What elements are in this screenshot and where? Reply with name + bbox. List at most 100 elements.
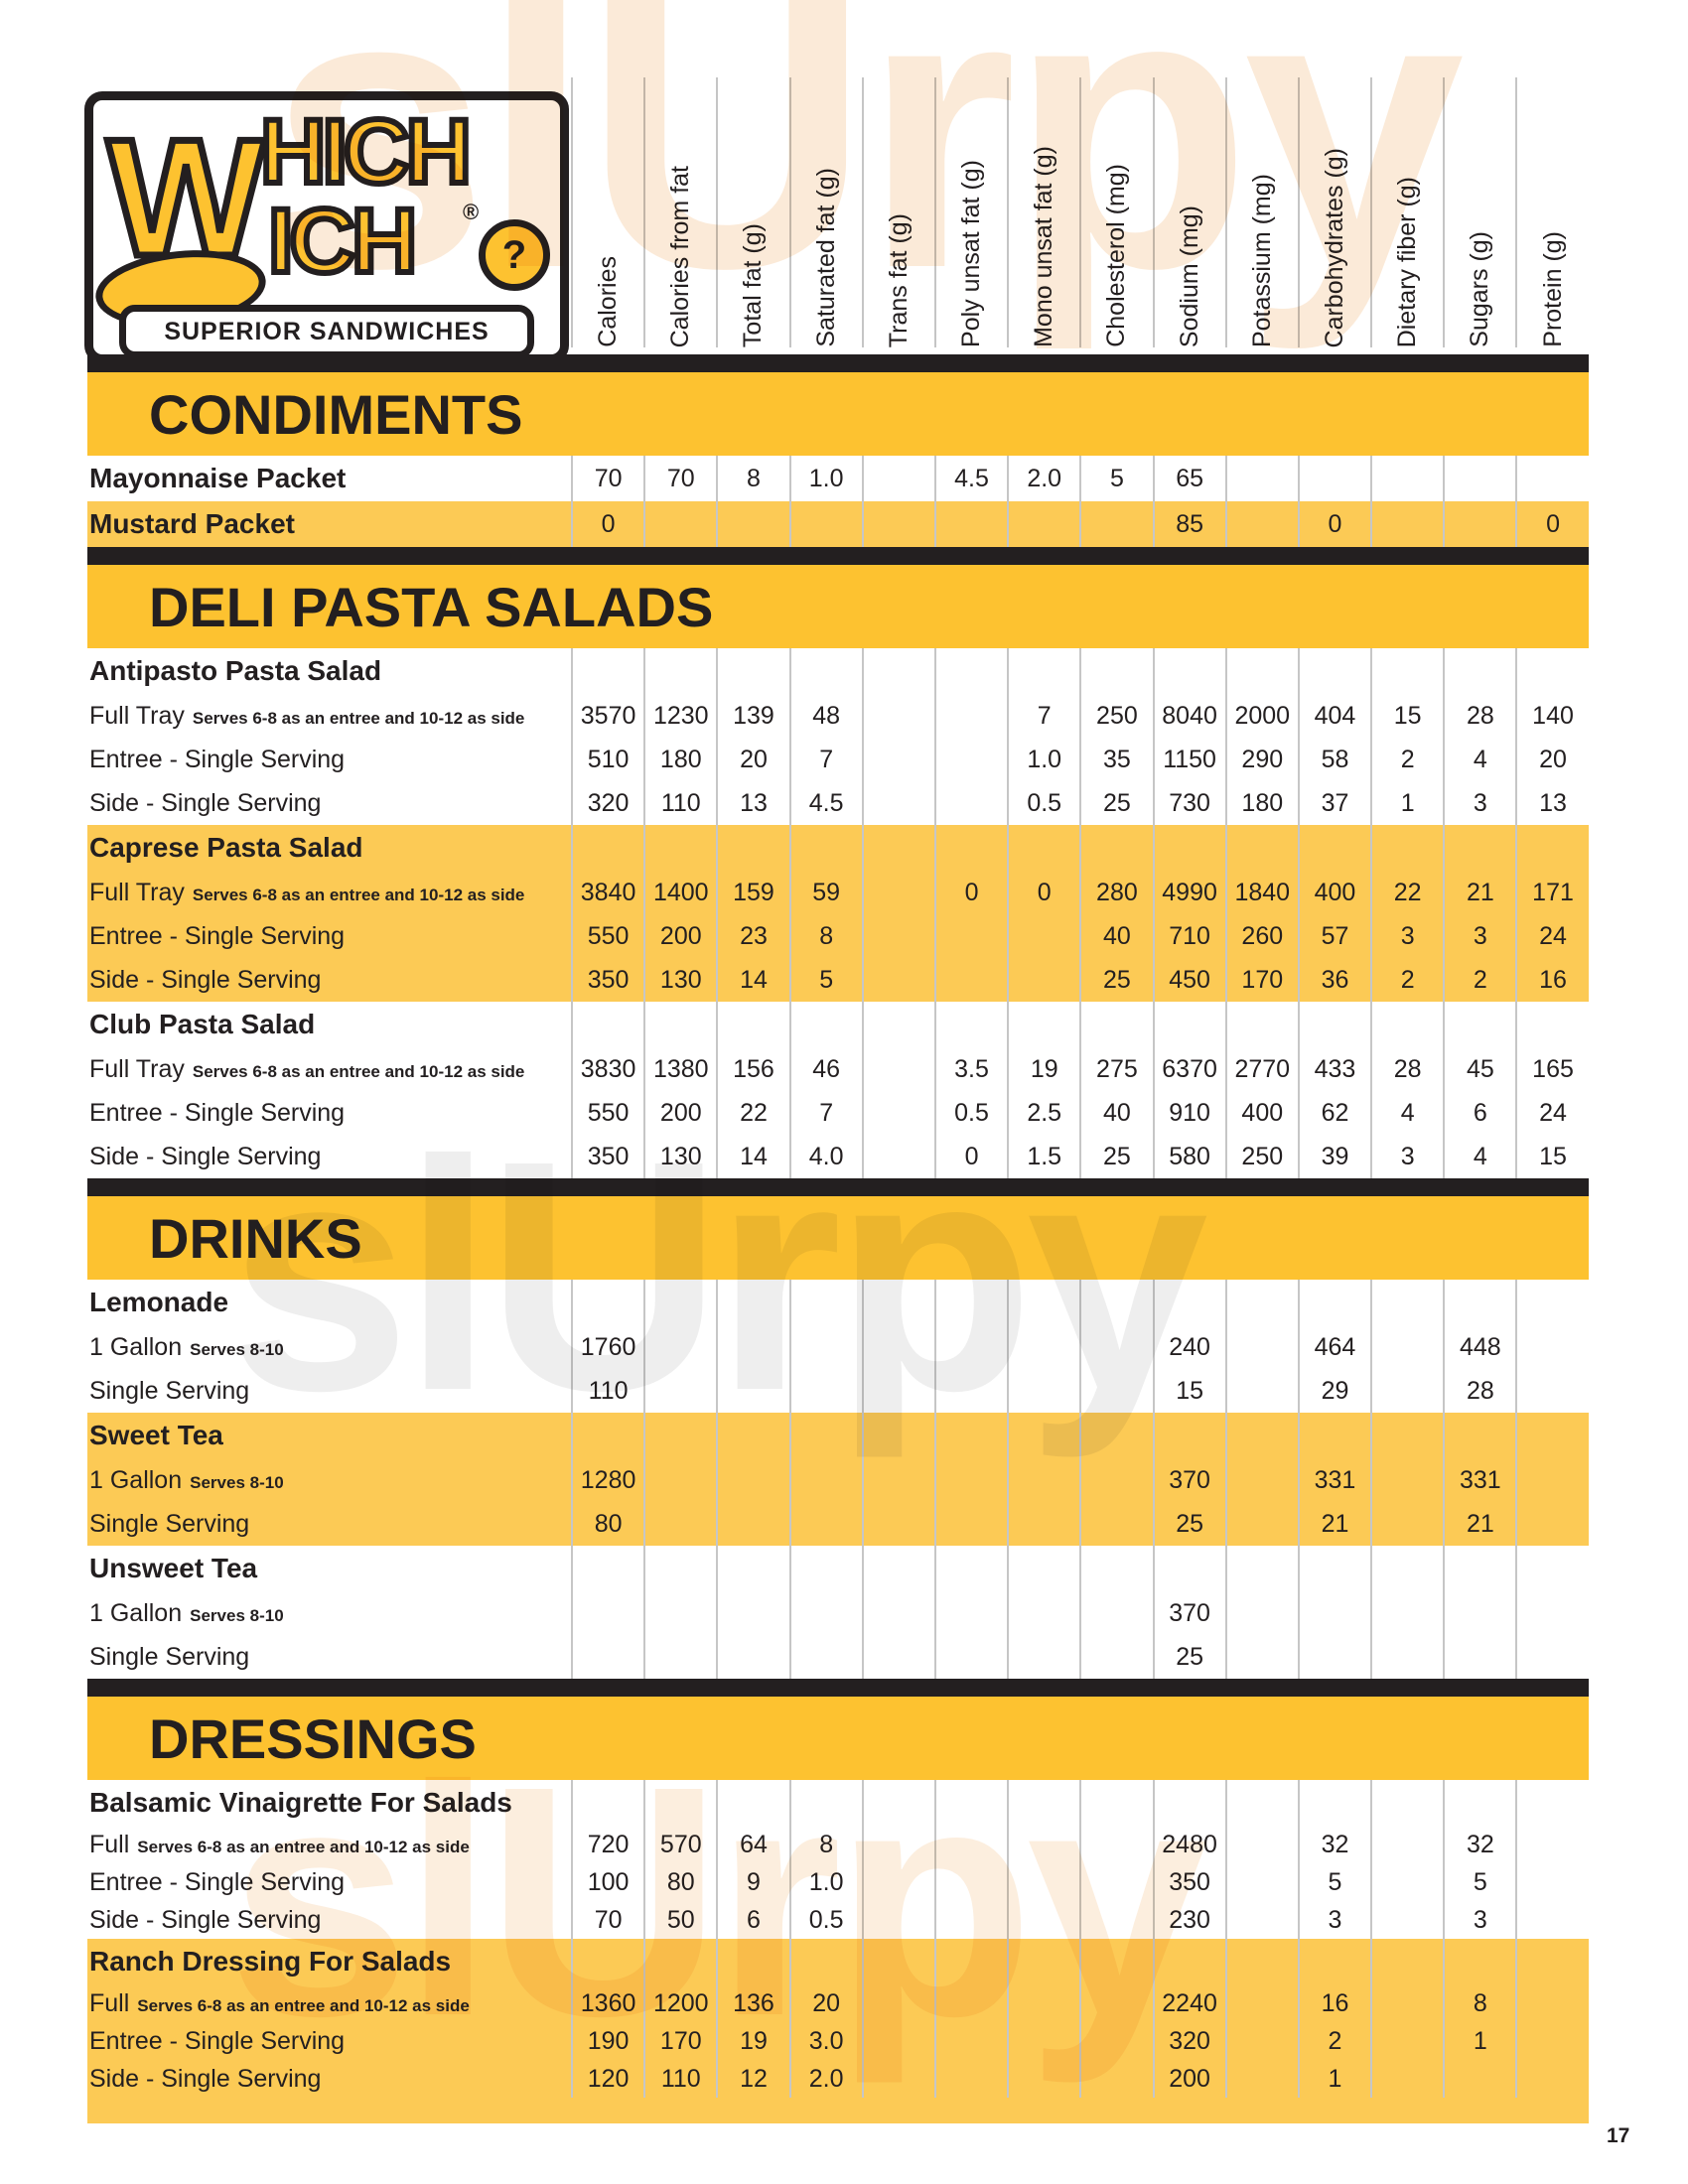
value-cell: 280 bbox=[1079, 871, 1152, 914]
column-header-cell: Sugars (g) bbox=[1443, 77, 1515, 347]
column-header-label: Sodium (mg) bbox=[1175, 205, 1203, 347]
serving-label-wrap: Full Tray Serves 6-8 as an entree and 10-… bbox=[89, 702, 524, 731]
value-cell: 110 bbox=[643, 781, 716, 825]
serving-label: Entree - Single Serving bbox=[89, 1098, 346, 1127]
serving-note: Serves 6-8 as an entree and 10-12 as sid… bbox=[137, 1995, 470, 2015]
value-cell bbox=[1079, 2060, 1152, 2098]
value-cell: 320 bbox=[571, 781, 643, 825]
value-cell bbox=[1007, 1413, 1079, 1458]
value-cell: 3.0 bbox=[788, 2022, 862, 2060]
value-cell bbox=[1224, 1591, 1298, 1635]
value-cell bbox=[1079, 648, 1152, 694]
item-name-row: Mayonnaise Packet 70 70 8 1.0 4.5 2.0 5 65 bbox=[87, 456, 1589, 501]
value-cell bbox=[1443, 1280, 1515, 1325]
value-cell bbox=[1007, 1901, 1079, 1939]
value-cell: 730 bbox=[1152, 781, 1225, 825]
value-cell bbox=[1007, 648, 1079, 694]
value-cell: 331 bbox=[1443, 1458, 1515, 1502]
value-cell bbox=[1224, 825, 1298, 871]
value-cell bbox=[1007, 1984, 1079, 2022]
registered-mark: ® bbox=[463, 200, 480, 224]
row-label-cell: Antipasto Pasta Salad bbox=[87, 648, 571, 694]
value-cell bbox=[1515, 1780, 1588, 1826]
value-cell bbox=[1224, 1546, 1298, 1591]
value-cell: 29 bbox=[1297, 1369, 1370, 1413]
serving-label: Side - Single Serving bbox=[89, 788, 322, 817]
value-cell bbox=[643, 1458, 716, 1502]
value-cell: 32 bbox=[1443, 1826, 1515, 1863]
value-cell: 1 bbox=[1443, 2022, 1515, 2060]
item-name: Ranch Dressing For Salads bbox=[89, 1946, 452, 1977]
value-cell bbox=[571, 648, 643, 694]
row-label-cell: Entree - Single Serving bbox=[87, 1863, 571, 1901]
value-cell bbox=[1079, 1826, 1152, 1863]
nutrition-row: Side - Single Serving 70 50 6 0.5 230 3 3 bbox=[87, 1901, 1589, 1939]
value-cell: 570 bbox=[643, 1826, 716, 1863]
value-cell bbox=[861, 781, 934, 825]
value-cell bbox=[1007, 1002, 1079, 1047]
value-cell: 3 bbox=[1443, 781, 1515, 825]
value-cell: 8 bbox=[716, 456, 788, 501]
row-label-cell: 1 Gallon Serves 8-10 bbox=[87, 1591, 571, 1635]
nutrition-row: Single Serving 80 25 21 21 bbox=[87, 1502, 1589, 1546]
value-cell bbox=[716, 1635, 788, 1679]
value-cell bbox=[643, 1546, 716, 1591]
value-cell bbox=[1370, 1280, 1443, 1325]
nutrition-table: CONDIMENTS Mayonnaise Packet 70 70 8 1.0 4.5 2.… bbox=[87, 354, 1589, 2123]
value-cell: 110 bbox=[571, 1369, 643, 1413]
value-cell bbox=[1443, 1780, 1515, 1826]
value-cell bbox=[1297, 1546, 1370, 1591]
value-cell: 28 bbox=[1443, 694, 1515, 738]
value-cell bbox=[1370, 1502, 1443, 1546]
column-header-label: Protein (g) bbox=[1538, 231, 1567, 347]
value-cell: 0.5 bbox=[788, 1901, 862, 1939]
value-cell bbox=[1079, 1502, 1152, 1546]
serving-note: Serves 6-8 as an entree and 10-12 as sid… bbox=[192, 1061, 525, 1081]
value-cell: 4 bbox=[1443, 1135, 1515, 1178]
value-cell bbox=[861, 1413, 934, 1458]
value-cell bbox=[861, 1984, 934, 2022]
value-cell bbox=[933, 1458, 1007, 1502]
value-cell bbox=[1297, 1413, 1370, 1458]
value-cell: 404 bbox=[1297, 694, 1370, 738]
value-cell: 16 bbox=[1297, 1984, 1370, 2022]
page-number: 17 bbox=[1607, 2124, 1630, 2147]
value-cell bbox=[1370, 1546, 1443, 1591]
serving-label: Full bbox=[89, 1830, 130, 1858]
value-cell bbox=[788, 1413, 862, 1458]
row-label-cell: 1 Gallon Serves 8-10 bbox=[87, 1458, 571, 1502]
item-name: Mustard Packet bbox=[89, 508, 295, 539]
value-cell bbox=[571, 1939, 643, 1984]
value-cell bbox=[1370, 456, 1443, 501]
value-cell bbox=[1443, 1939, 1515, 1984]
value-cell: 910 bbox=[1152, 1091, 1225, 1135]
value-cell bbox=[1370, 1458, 1443, 1502]
serving-label-wrap: Full Serves 6-8 as an entree and 10-12 as… bbox=[89, 1989, 470, 2018]
column-header-label: Carbohydrates (g) bbox=[1320, 147, 1348, 347]
value-cell bbox=[861, 1091, 934, 1135]
value-cell bbox=[571, 1635, 643, 1679]
value-cell: 1 bbox=[1297, 2060, 1370, 2098]
value-cell: 1760 bbox=[571, 1325, 643, 1369]
value-cell: 350 bbox=[571, 1135, 643, 1178]
value-cell bbox=[1370, 1780, 1443, 1826]
column-header-label: Calories bbox=[594, 256, 623, 347]
row-label-cell: Unsweet Tea bbox=[87, 1546, 571, 1591]
section-divider-bar bbox=[87, 354, 1589, 372]
serving-label: Single Serving bbox=[89, 1509, 250, 1538]
nutrition-row: Entree - Single Serving 190 170 19 3.0 320 2 1 bbox=[87, 2022, 1589, 2060]
value-cell bbox=[1007, 1325, 1079, 1369]
column-header-cell: Total fat (g) bbox=[716, 77, 788, 347]
serving-label: 1 Gallon bbox=[89, 1598, 183, 1627]
value-cell: 5 bbox=[1297, 1863, 1370, 1901]
value-cell bbox=[1297, 648, 1370, 694]
value-cell bbox=[1370, 1002, 1443, 1047]
logo-word-bottom: ICH bbox=[265, 191, 420, 292]
column-header-label: Dietary fiber (g) bbox=[1393, 176, 1422, 347]
value-cell bbox=[1370, 1826, 1443, 1863]
item-name-row: Caprese Pasta Salad bbox=[87, 825, 1589, 871]
value-cell bbox=[716, 1546, 788, 1591]
serving-label: Side - Single Serving bbox=[89, 1142, 322, 1170]
value-cell bbox=[1443, 648, 1515, 694]
value-cell bbox=[933, 1901, 1007, 1939]
